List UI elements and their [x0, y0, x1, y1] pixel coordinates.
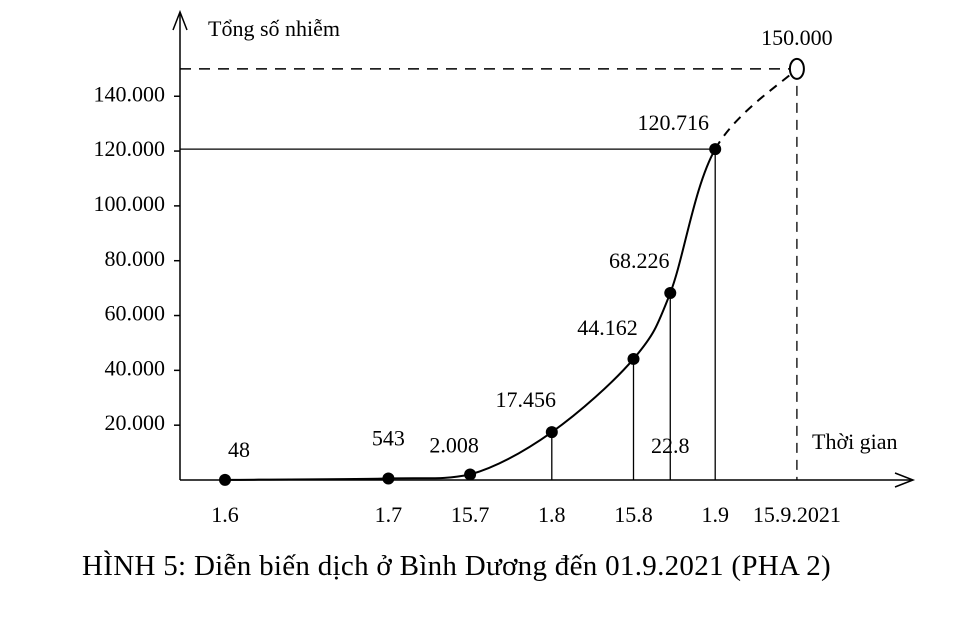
caption: HÌNH 5: Diễn biến dịch ở Bình Dương đến …: [82, 550, 831, 582]
point: [627, 352, 640, 365]
y-tick-label: 60.000: [105, 301, 166, 326]
y-tick-label: 80.000: [105, 246, 166, 271]
forecast-point: [788, 57, 805, 80]
point: [464, 468, 477, 481]
point: [545, 426, 558, 439]
x-tick-label: 1.7: [375, 502, 403, 527]
axes: [172, 9, 916, 488]
point: [382, 472, 395, 485]
point: [709, 143, 722, 156]
line: [224, 148, 717, 481]
y-tick-label: 120.000: [94, 136, 166, 161]
y-tick-label: 20.000: [105, 410, 166, 435]
x-tick-label: 22.8: [651, 433, 690, 458]
y-axis-label: Tổng số nhiễm: [208, 16, 340, 41]
value-label: 120.716: [637, 110, 709, 135]
y-tick-label: 140.000: [94, 81, 166, 106]
chart: Tổng số nhiễm Thời gian 20.000 40.000 60.0…: [94, 9, 916, 527]
y-tick-label: 100.000: [94, 191, 166, 216]
x-tick-label: 15.8: [614, 502, 653, 527]
y-tick-label: 40.000: [105, 355, 166, 380]
value-label: 48: [228, 437, 250, 462]
value-label: 543: [372, 426, 405, 451]
value-label: 2.008: [429, 433, 479, 458]
x-tick-label: 1.8: [538, 502, 566, 527]
x-arrow: [894, 472, 916, 488]
x-tick-label: 1.9: [701, 502, 729, 527]
x-tick-label: 15.7: [451, 502, 490, 527]
value-label: 150.000: [761, 25, 833, 50]
x-tick-label: 1.6: [211, 502, 239, 527]
point: [664, 286, 677, 299]
value-label: 44.162: [577, 315, 638, 340]
x-tick-label: 15.9.2021: [753, 502, 841, 527]
x-axis-label: Thời gian: [812, 429, 898, 454]
forecast-line: [714, 68, 798, 150]
y-arrow: [172, 9, 188, 31]
point: [219, 473, 231, 486]
value-label: 68.226: [609, 248, 670, 273]
value-label: 17.456: [496, 387, 557, 412]
